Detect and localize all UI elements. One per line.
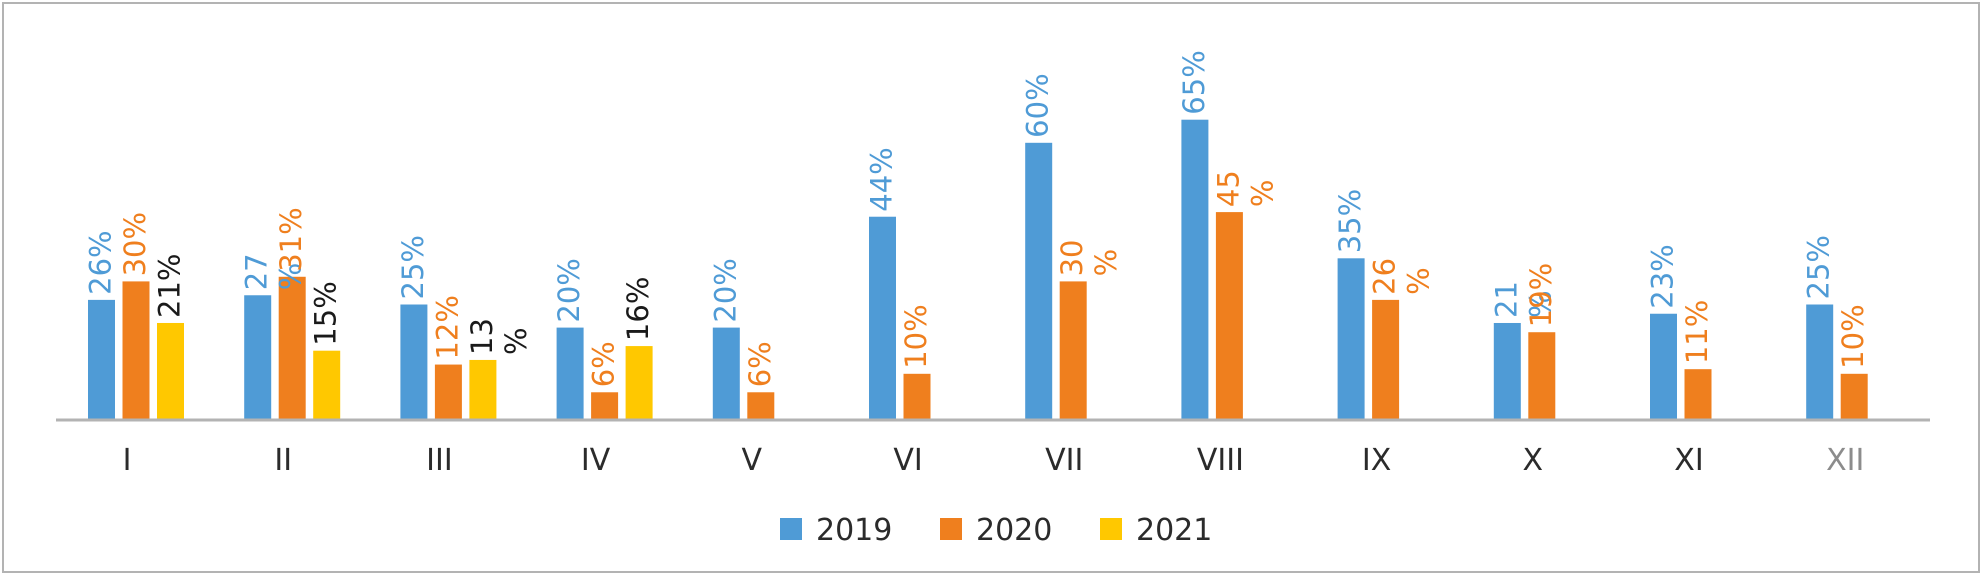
legend-swatch-2020 (940, 518, 962, 540)
bar-2020-IV (591, 392, 619, 420)
bars-layer (88, 119, 1868, 421)
data-label-2020-IV: 6% (587, 341, 621, 387)
bar-2019-VIII (1181, 119, 1209, 420)
bar-2020-VIII (1215, 212, 1243, 420)
x-tick-label-IX: IX (1362, 443, 1391, 478)
data-label-2020-VIII: 45% (1211, 170, 1279, 207)
x-tick-label-XI: XI (1674, 443, 1703, 478)
data-label-2019-VI: 44% (865, 147, 899, 211)
data-label-2020-XII: 10% (1836, 304, 1870, 368)
bar-2019-X (1493, 322, 1521, 420)
bar-2019-XII (1806, 304, 1834, 420)
data-label-2020-X: 19% (1524, 263, 1558, 327)
data-label-2020-IX: 26% (1368, 258, 1436, 295)
x-tick-label-VIII: VIII (1197, 443, 1244, 478)
data-label-2020-VII: 30% (1055, 239, 1123, 276)
bar-2020-IX (1372, 299, 1400, 420)
legend-label-2021: 2021 (1136, 513, 1212, 548)
x-tick-label-IV: IV (581, 443, 611, 478)
bar-2020-XI (1684, 369, 1712, 420)
data-label-2020-V: 6% (743, 341, 777, 387)
bar-2021-IV (625, 346, 653, 420)
bar-2019-VII (1025, 142, 1053, 421)
data-label-2021-IV: 16% (621, 277, 655, 341)
bar-2019-II (244, 295, 272, 420)
x-tick-label-XII: XII (1826, 443, 1864, 478)
x-tick-label-III: III (426, 443, 453, 478)
bar-2019-IX (1337, 258, 1365, 420)
data-label-2019-III: 25% (396, 235, 430, 299)
bar-2019-IV (556, 327, 584, 420)
data-label-2021-I: 21% (153, 254, 187, 318)
bar-2020-VII (1059, 281, 1087, 420)
legend-swatch-2021 (1100, 518, 1122, 540)
bar-2021-I (157, 322, 184, 420)
x-tick-label-II: II (274, 443, 292, 478)
bar-2019-XI (1650, 313, 1677, 420)
data-label-2019-XI: 23% (1646, 244, 1680, 308)
bar-2019-VI (869, 216, 896, 420)
data-label-2020-VI: 10% (899, 304, 933, 368)
data-label-2019-IX: 35% (1333, 189, 1367, 253)
bar-2020-X (1528, 332, 1556, 420)
data-label-2019-VII: 60% (1021, 73, 1055, 137)
x-tick-label-I: I (123, 443, 132, 478)
data-label-2019-XII: 25% (1802, 235, 1836, 299)
legend-label-2020: 2020 (976, 513, 1052, 548)
data-label-2019-I: 26% (84, 230, 118, 294)
data-label-2019-V: 20% (708, 258, 742, 322)
bar-2019-I (88, 299, 115, 420)
bar-2020-XII (1840, 373, 1868, 420)
data-label-2021-III: 13% (465, 318, 533, 355)
data-label-2019-II: 27% (240, 253, 308, 290)
bar-2020-III (434, 364, 462, 420)
x-tick-label-V: V (742, 443, 763, 478)
bar-2020-I (122, 281, 150, 420)
bar-2021-II (313, 350, 341, 420)
data-label-2019-X: 21% (1489, 281, 1557, 318)
bar-2019-V (712, 327, 740, 420)
bar-2019-III (400, 304, 428, 420)
data-label-2020-I: 30% (118, 212, 152, 276)
x-tick-labels: I II III IV V VI VII VIII IX X XI XII (123, 443, 1865, 478)
data-label-2020-II: 31% (274, 207, 308, 271)
data-labels-layer: 26% 30%21% 27%31%15%25%12% 13%20%6%16% 20%6%… (84, 50, 1871, 387)
x-tick-label-VI: VI (893, 443, 922, 478)
bar-2021-III (469, 359, 497, 420)
data-label-2020-XI: 11% (1680, 300, 1714, 364)
x-tick-label-VII: VII (1045, 443, 1083, 478)
legend-swatch-2019 (780, 518, 802, 540)
data-label-2019-IV: 20% (552, 258, 586, 322)
legend: 2019 2020 2021 (780, 513, 1212, 548)
data-label-2020-III: 12% (430, 295, 464, 359)
bar-chart: 26% 30%21% 27%31%15%25%12% 13%20%6%16% 20%6%… (56, 50, 1930, 548)
data-label-2019-VIII: 65% (1177, 50, 1211, 114)
bar-2020-V (747, 392, 775, 420)
legend-label-2019: 2019 (816, 513, 892, 548)
bar-2020-VI (903, 373, 931, 420)
data-label-2021-II: 15% (309, 281, 343, 345)
bar-2020-II (278, 276, 306, 420)
x-tick-label-X: X (1523, 443, 1544, 478)
